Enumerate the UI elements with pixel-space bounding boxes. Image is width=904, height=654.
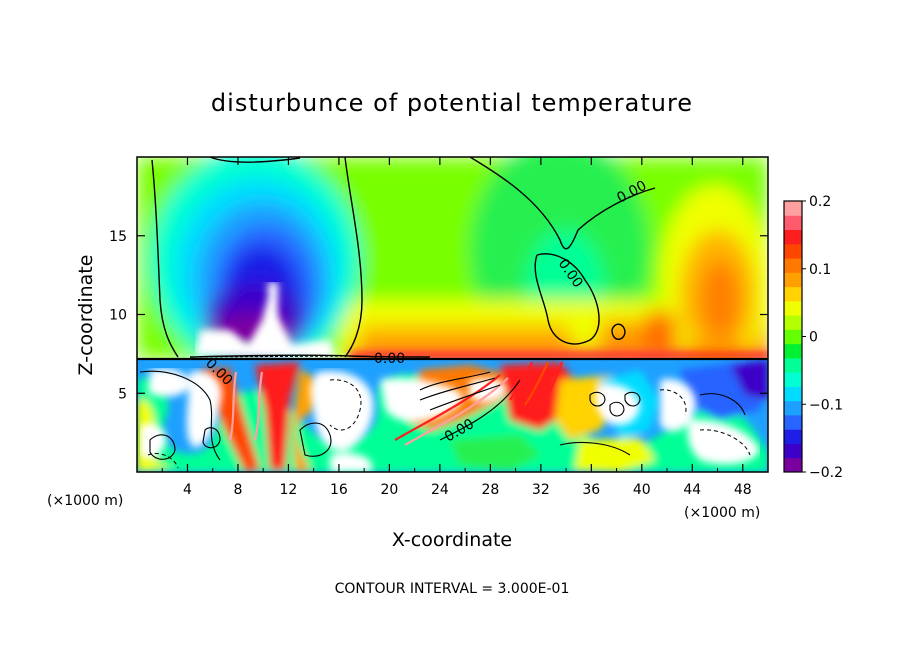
colorbar-swatch bbox=[784, 343, 802, 359]
colorbar-swatch bbox=[784, 429, 802, 444]
x-axis: 4 8 12 16 20 24 28 32 36 40 44 48 bbox=[161, 157, 752, 498]
colorbar-swatch bbox=[784, 443, 802, 459]
x-tick-label: 4 bbox=[183, 482, 192, 498]
colorbar-swatch bbox=[784, 357, 802, 373]
plot-area: 0.00 0.00 0.00 0.00 0.00 bbox=[137, 157, 768, 472]
y-tick-label: 15 bbox=[109, 229, 127, 245]
contour-lines-dashed bbox=[147, 379, 751, 469]
colorbar-tick-label: 0.2 bbox=[809, 194, 831, 210]
x-tick-label: 32 bbox=[532, 482, 550, 498]
x-axis-label: X-coordinate bbox=[392, 529, 512, 551]
y-axis: 5 10 15 bbox=[109, 229, 768, 402]
colorbar-tick-label: −0.2 bbox=[809, 465, 843, 481]
colorbar-swatch bbox=[784, 286, 802, 302]
colorbar-swatch bbox=[784, 372, 802, 387]
x-tick-label: 44 bbox=[683, 482, 701, 498]
streaks bbox=[228, 361, 564, 446]
colorbar-swatch bbox=[784, 300, 802, 316]
x-tick-label: 12 bbox=[280, 482, 298, 498]
x-tick-label: 8 bbox=[233, 482, 242, 498]
chart-title: disturbunce of potential temperature bbox=[211, 89, 693, 117]
x-unit-left: (×1000 m) bbox=[47, 493, 123, 509]
x-tick-label: 36 bbox=[582, 482, 600, 498]
colorbar-swatch bbox=[784, 400, 802, 416]
colorbar-swatch bbox=[784, 315, 802, 330]
lower-field bbox=[137, 359, 768, 472]
contour-interval-note: CONTOUR INTERVAL = 3.000E-01 bbox=[335, 581, 570, 597]
upper-field bbox=[137, 157, 768, 359]
x-tick-label: 48 bbox=[734, 482, 752, 498]
x-unit-right: (×1000 m) bbox=[684, 505, 760, 521]
colorbar-swatch bbox=[784, 457, 802, 473]
colorbar-swatch bbox=[784, 201, 802, 216]
x-tick-label: 20 bbox=[380, 482, 398, 498]
x-tick-label: 16 bbox=[330, 482, 348, 498]
colorbar-tick-label: 0.1 bbox=[809, 262, 831, 278]
colorbar-ticks: 0.2 0.1 0 −0.1 −0.2 bbox=[802, 194, 843, 481]
colorbar-swatch bbox=[784, 215, 802, 231]
x-tick-label: 24 bbox=[431, 482, 449, 498]
contour-lines-upper bbox=[151, 157, 656, 358]
x-tick-label: 28 bbox=[481, 482, 499, 498]
y-tick-label: 5 bbox=[118, 386, 127, 402]
contour-label: 0.00 bbox=[374, 351, 405, 367]
colorbar-tick-label: 0 bbox=[809, 330, 818, 346]
colorbar-swatch bbox=[784, 243, 802, 259]
colorbar-tick-label: −0.1 bbox=[809, 397, 843, 413]
colorbar-swatch bbox=[784, 272, 802, 288]
colorbar bbox=[783, 200, 803, 473]
colorbar-swatch bbox=[784, 258, 802, 273]
colorbar-swatch bbox=[784, 386, 802, 402]
contour-lines-lower bbox=[139, 370, 746, 461]
y-axis-label: Z-coordinate bbox=[75, 255, 97, 376]
colorbar-swatch bbox=[784, 329, 802, 345]
colorbar-swatch bbox=[784, 229, 802, 245]
x-tick-label: 40 bbox=[633, 482, 651, 498]
colorbar-swatch bbox=[784, 414, 802, 430]
y-tick-label: 10 bbox=[109, 308, 127, 324]
